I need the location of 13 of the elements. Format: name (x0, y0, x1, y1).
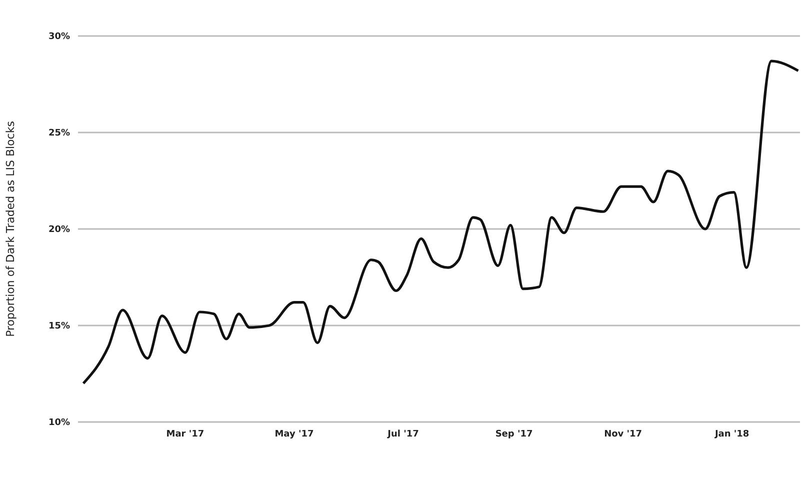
y-tick-label: 25% (48, 128, 70, 139)
x-tick-label: Mar '17 (166, 429, 204, 440)
line-series (82, 60, 800, 385)
y-tick-label: 20% (48, 225, 70, 236)
y-axis-title: Proportion of Dark Traded as LIS Blocks (4, 120, 17, 337)
y-tick-label: 15% (48, 322, 70, 332)
y-tick-label: 10% (48, 418, 70, 428)
x-tick-label: Jul '17 (386, 429, 419, 440)
x-tick-label: Sep '17 (495, 429, 533, 440)
x-tick-label: Jan '18 (714, 429, 750, 440)
x-tick-label: May '17 (274, 429, 314, 440)
x-tick-label: Nov '17 (604, 429, 642, 440)
y-tick-label: 30% (48, 32, 70, 42)
